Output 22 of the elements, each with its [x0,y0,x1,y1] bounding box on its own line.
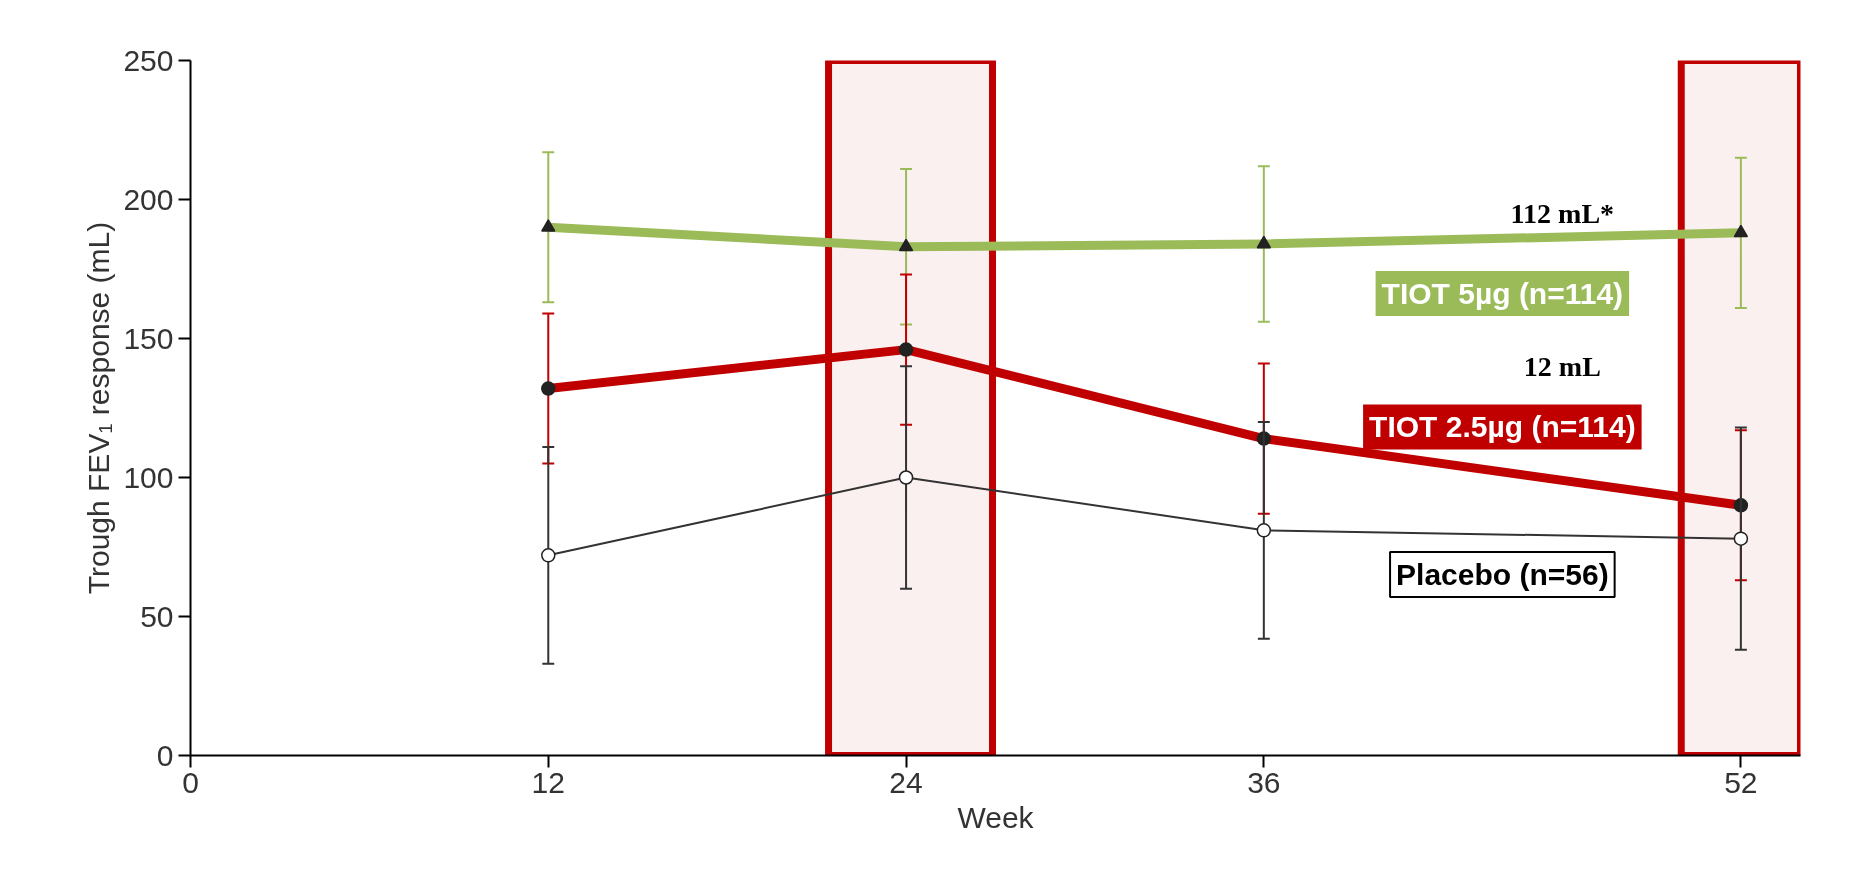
x-tick-label: 36 [1247,765,1281,799]
series-label: TIOT 5µg (n=114) [1381,276,1624,310]
y-tick-label: 50 [140,599,174,633]
x-tick-label: 52 [1724,765,1758,799]
point [1256,523,1272,538]
y-axis-title: Trough FEV₁ response (mL) [82,221,116,595]
x-tick-label: 24 [889,765,923,799]
y-tick-label: 0 [156,738,174,772]
series-label: Placebo (n=56) [1396,557,1609,591]
point [541,548,556,563]
point [898,470,914,485]
x-tick-label: 0 [182,765,199,799]
annotation: 12 mL [1523,351,1601,383]
x-tick-label: 12 [531,765,565,799]
annotation: 112 mL* [1510,197,1615,229]
y-tick-label: 200 [123,182,174,216]
series-label: TIOT 2.5µg (n=114) [1369,410,1636,444]
y-tick-label: 100 [123,460,174,494]
y-tick-label: 250 [123,43,174,77]
y-tick-label: 150 [123,321,174,355]
x-axis-title: Week [957,800,1035,834]
point [1733,531,1749,546]
